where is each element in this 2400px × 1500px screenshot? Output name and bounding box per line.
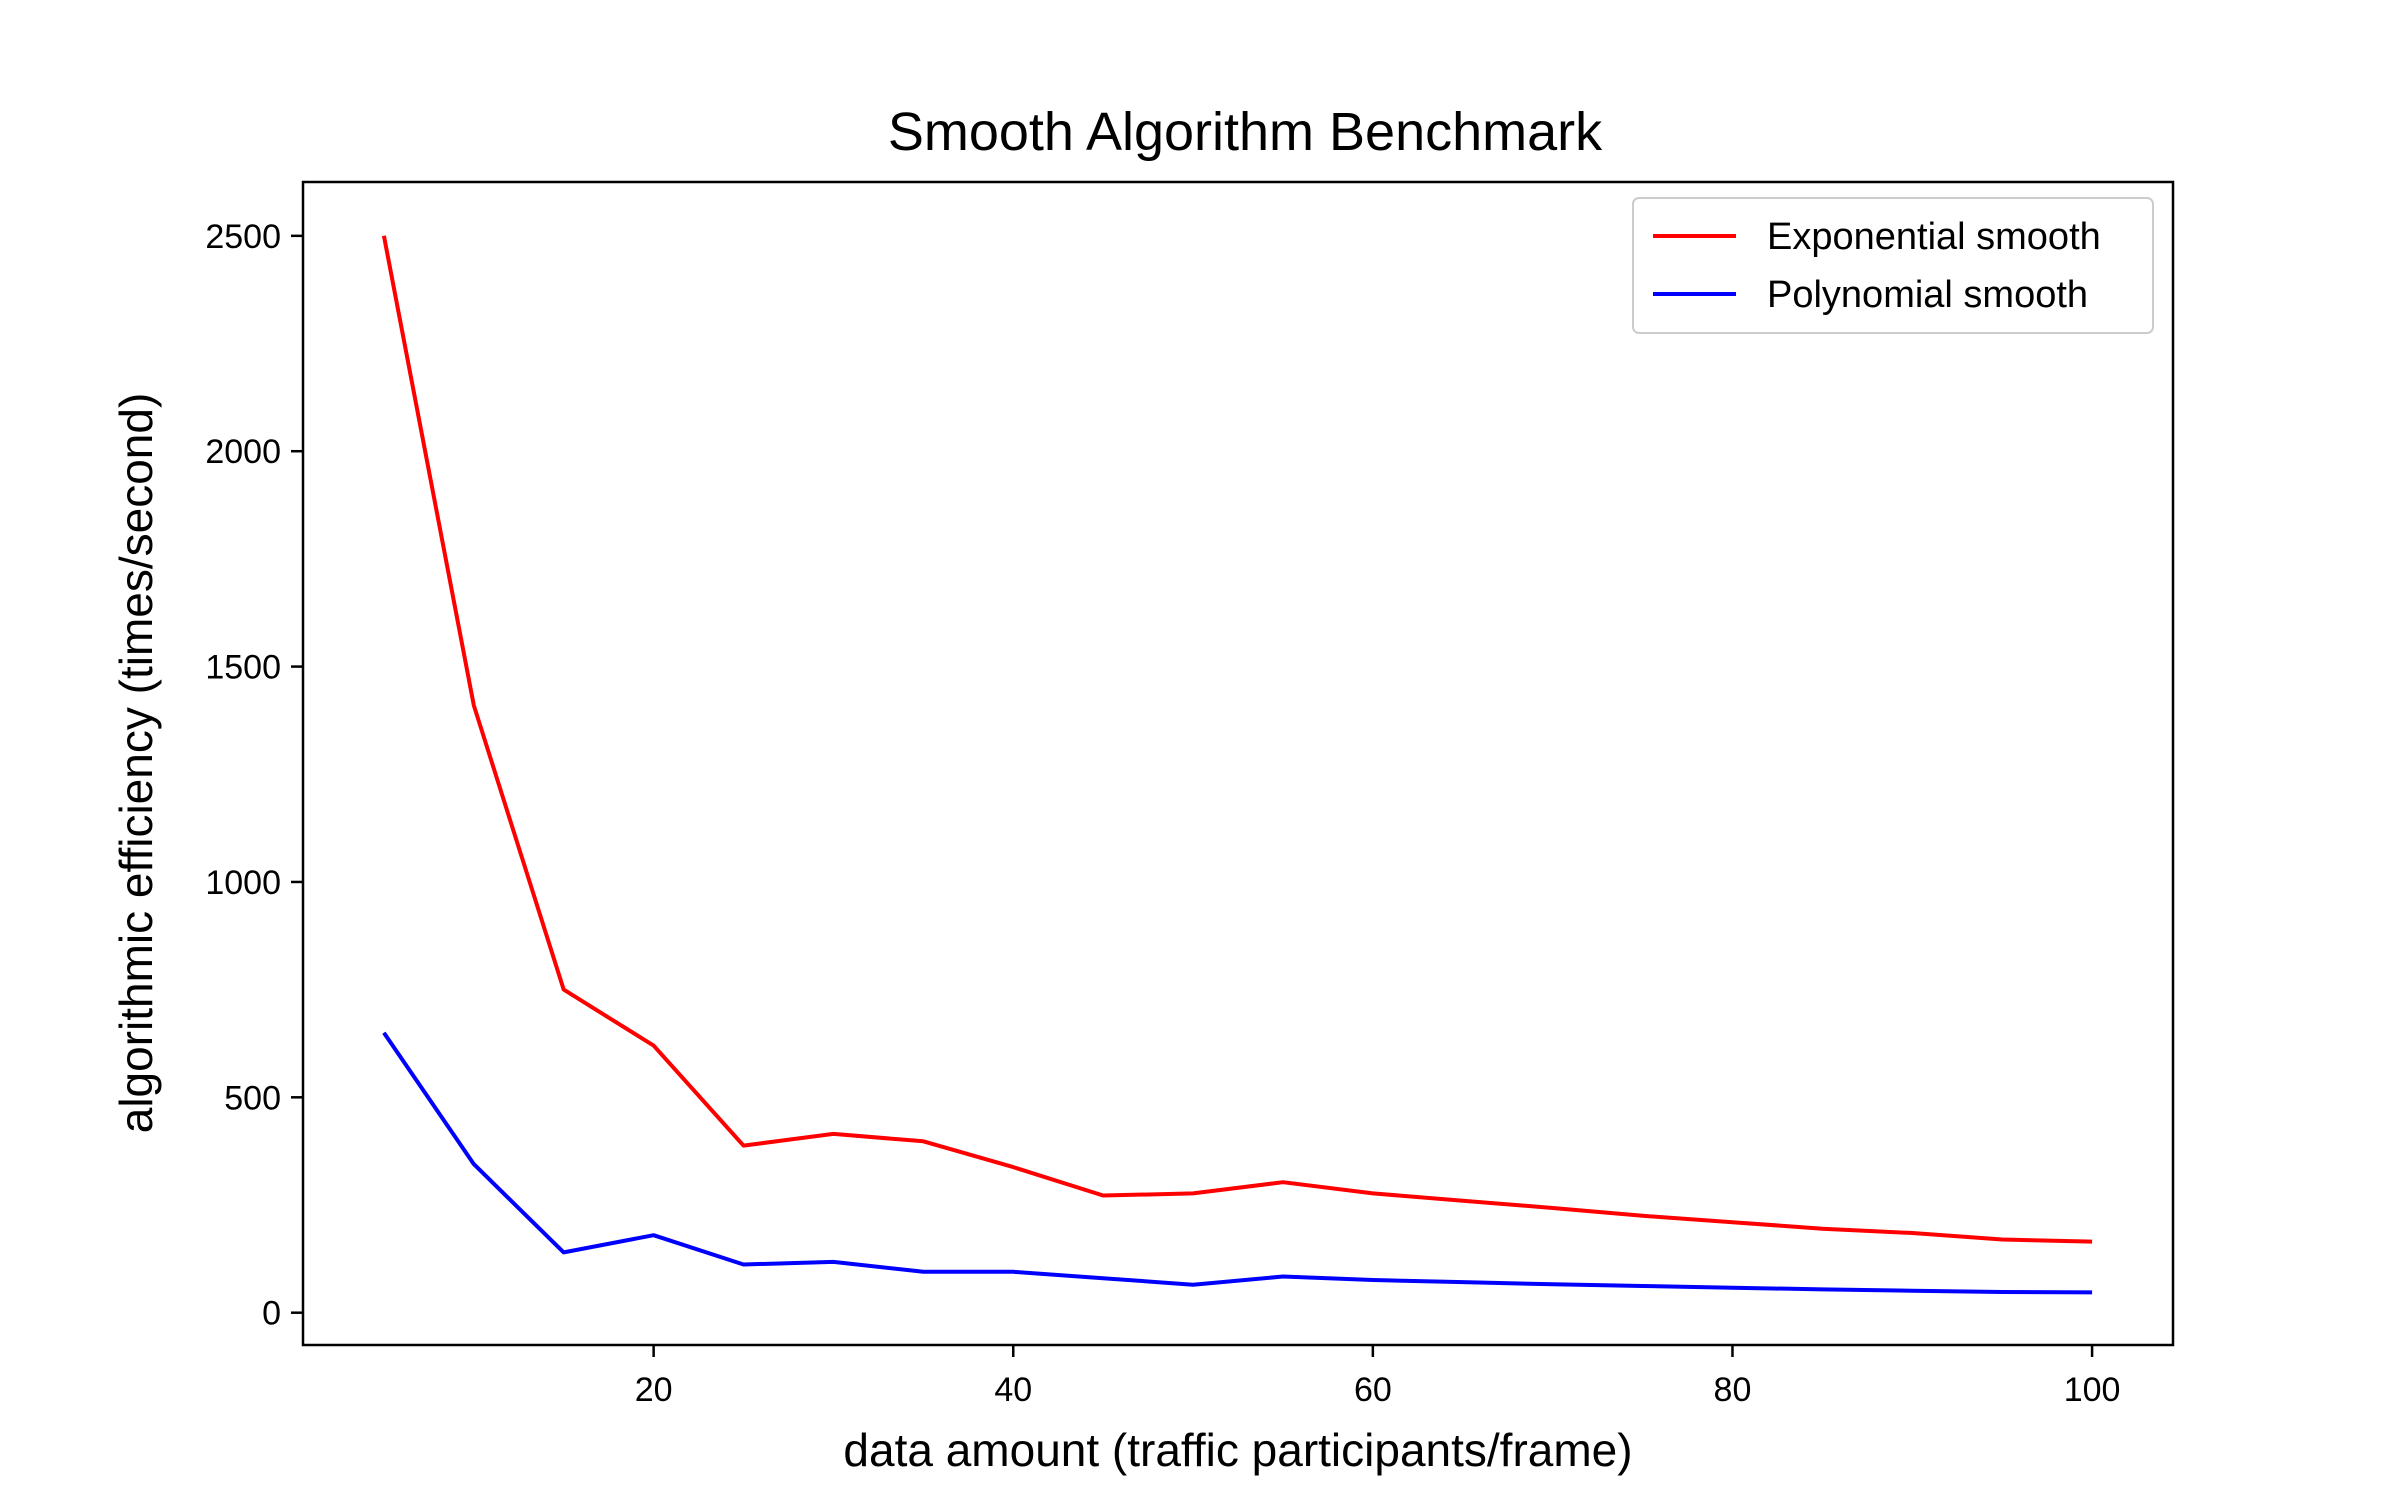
x-tick-label: 20	[635, 1371, 673, 1409]
x-tick-label: 80	[1714, 1371, 1752, 1409]
chart-title: Smooth Algorithm Benchmark	[888, 102, 1603, 162]
x-axis-label: data amount (traffic participants/frame)	[843, 1424, 1632, 1476]
y-tick-label: 2500	[205, 218, 281, 256]
y-axis-ticks: 0 500 1000 1500 2000 2500	[205, 218, 303, 1333]
legend-label-exponential: Exponential smooth	[1767, 216, 2101, 258]
legend: Exponential smooth Polynomial smooth	[1632, 197, 2154, 334]
y-tick-label: 0	[262, 1295, 281, 1333]
x-tick-label: 60	[1354, 1371, 1392, 1409]
y-tick-label: 2000	[205, 433, 281, 471]
series-line-exponential-smooth	[381, 235, 2093, 1244]
legend-box	[1632, 197, 2154, 334]
y-tick-label: 1000	[205, 864, 281, 902]
y-tick-label: 500	[224, 1079, 281, 1117]
y-tick-label: 1500	[205, 649, 281, 687]
legend-label-polynomial: Polynomial smooth	[1767, 274, 2088, 316]
x-tick-label: 100	[2064, 1371, 2121, 1409]
series-lines	[381, 235, 2093, 1295]
plot-area: 0 500 1000 1500 2000 2500 20 40 60 80 100	[205, 180, 2175, 1409]
plot-frame	[301, 180, 2175, 1347]
x-axis-ticks: 20 40 60 80 100	[635, 1345, 2121, 1409]
x-tick-label: 40	[994, 1371, 1032, 1409]
y-axis-label: algorithmic efficiency (times/second)	[110, 393, 162, 1134]
series-line-polynomial-smooth	[382, 1031, 2093, 1295]
